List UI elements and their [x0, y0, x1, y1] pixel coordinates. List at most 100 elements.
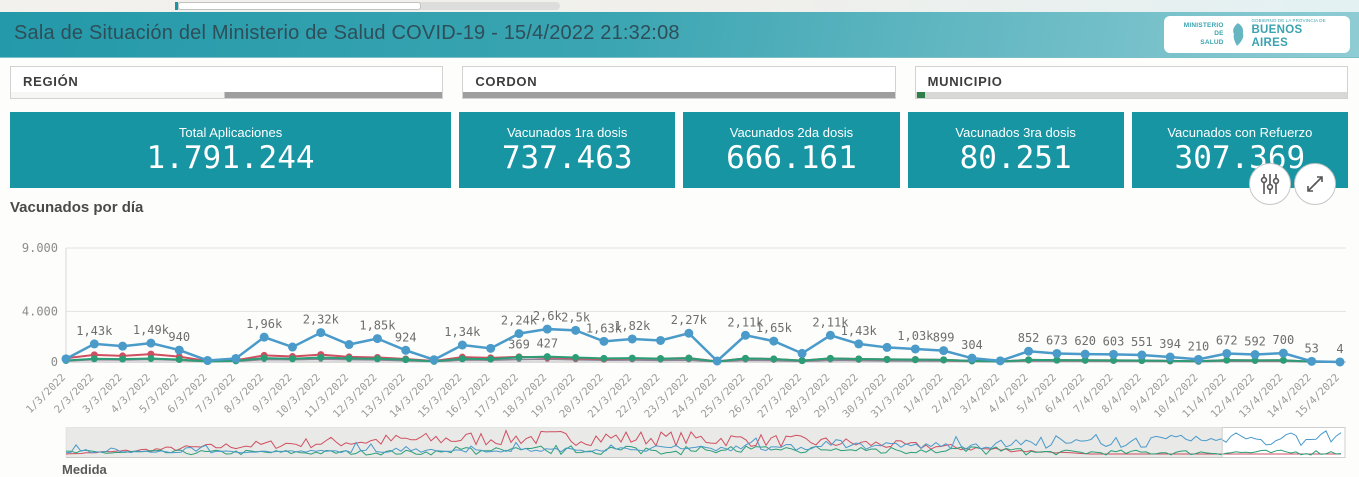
- fullscreen-button[interactable]: [1294, 163, 1336, 205]
- data-point-green[interactable]: [1025, 356, 1033, 364]
- data-point-green[interactable]: [1279, 356, 1287, 364]
- data-point-blue[interactable]: [231, 353, 241, 363]
- data-point-green[interactable]: [147, 354, 155, 362]
- data-point-green[interactable]: [1223, 356, 1231, 364]
- filter-municipio-scrollbar[interactable]: [915, 92, 1347, 98]
- data-point-green[interactable]: [770, 355, 778, 363]
- data-point-green[interactable]: [685, 354, 693, 362]
- vacunados-line-chart[interactable]: 9.0004.00001/3/20222/3/20223/3/20224/3/2…: [0, 238, 1359, 427]
- data-point-blue[interactable]: [61, 354, 71, 364]
- data-point-green[interactable]: [600, 354, 608, 362]
- series-line-green[interactable]: [65, 355, 1341, 363]
- top-scrollbar-thumb[interactable]: [178, 2, 421, 10]
- data-point-blue[interactable]: [203, 355, 213, 365]
- data-point-blue[interactable]: [89, 339, 99, 349]
- data-point-blue[interactable]: [1250, 350, 1260, 360]
- data-point-blue[interactable]: [939, 346, 949, 356]
- data-point-green[interactable]: [855, 355, 863, 363]
- page-title: Sala de Situación del Ministerio de Salu…: [14, 22, 680, 44]
- data-point-blue[interactable]: [1307, 356, 1317, 366]
- data-point-blue[interactable]: [599, 336, 609, 346]
- data-point-blue[interactable]: [118, 341, 128, 351]
- buenos-aires-logo-icon: [1232, 22, 1244, 46]
- data-point-blue[interactable]: [146, 338, 156, 348]
- data-point-green[interactable]: [487, 355, 495, 363]
- data-point-blue[interactable]: [967, 353, 977, 363]
- data-point-green[interactable]: [1053, 356, 1061, 364]
- data-point-blue[interactable]: [316, 328, 326, 338]
- data-point-green[interactable]: [1081, 356, 1089, 364]
- data-point-green[interactable]: [572, 353, 580, 361]
- data-point-blue[interactable]: [1109, 349, 1119, 359]
- data-point-blue[interactable]: [797, 348, 807, 358]
- data-point-blue[interactable]: [372, 334, 382, 344]
- data-point-blue[interactable]: [684, 328, 694, 338]
- data-point-green[interactable]: [741, 354, 749, 362]
- data-point-green[interactable]: [175, 355, 183, 363]
- data-point-blue[interactable]: [1052, 348, 1062, 358]
- filter-municipio[interactable]: MUNICIPIO: [914, 66, 1348, 99]
- data-point-blue[interactable]: [854, 339, 864, 349]
- data-point-blue[interactable]: [1024, 346, 1034, 356]
- data-point-green[interactable]: [317, 353, 325, 361]
- data-point-blue[interactable]: [627, 334, 637, 344]
- data-point-green[interactable]: [911, 356, 919, 364]
- filter-cordon-scrollbar[interactable]: [463, 92, 895, 98]
- top-scrollbar-track[interactable]: [175, 2, 560, 10]
- data-point-blue[interactable]: [1222, 348, 1232, 358]
- data-point-blue[interactable]: [457, 340, 467, 350]
- data-point-blue[interactable]: [1193, 354, 1203, 364]
- data-point-blue[interactable]: [1165, 352, 1175, 362]
- navigator-selection-border[interactable]: [1221, 427, 1346, 458]
- data-point-blue[interactable]: [259, 332, 269, 342]
- data-point-blue[interactable]: [542, 324, 552, 334]
- data-point-blue[interactable]: [514, 329, 524, 339]
- data-point-blue[interactable]: [740, 330, 750, 340]
- data-point-green[interactable]: [90, 355, 98, 363]
- filter-region-scrollbar[interactable]: [11, 92, 443, 98]
- filter-region[interactable]: REGIÓN: [10, 66, 444, 99]
- data-point-green[interactable]: [628, 354, 636, 362]
- data-point-blue[interactable]: [656, 335, 666, 345]
- data-point-green[interactable]: [402, 356, 410, 364]
- data-point-blue[interactable]: [287, 342, 297, 352]
- data-point-blue[interactable]: [486, 343, 496, 353]
- data-point-blue[interactable]: [1080, 349, 1090, 359]
- filters-button[interactable]: [1249, 163, 1291, 205]
- data-point-blue[interactable]: [825, 330, 835, 340]
- filter-cordon[interactable]: CORDON: [462, 66, 896, 99]
- data-point-blue[interactable]: [712, 356, 722, 366]
- filter-municipio-label: MUNICIPIO: [927, 74, 1003, 89]
- data-point-green[interactable]: [288, 355, 296, 363]
- data-point-green[interactable]: [373, 355, 381, 363]
- data-point-blue[interactable]: [1335, 357, 1345, 367]
- data-point-green[interactable]: [883, 355, 891, 363]
- data-point-green[interactable]: [657, 355, 665, 363]
- data-point-green[interactable]: [515, 353, 523, 361]
- series-line-blue[interactable]: [65, 327, 1341, 364]
- data-point-green[interactable]: [798, 357, 806, 365]
- data-label: 1,65k: [756, 321, 793, 335]
- data-point-blue[interactable]: [401, 345, 411, 355]
- data-point-blue[interactable]: [995, 356, 1005, 366]
- data-point-blue[interactable]: [571, 325, 581, 335]
- data-point-blue[interactable]: [1278, 348, 1288, 358]
- data-point-blue[interactable]: [882, 342, 892, 352]
- data-point-green[interactable]: [1110, 356, 1118, 364]
- data-point-blue[interactable]: [174, 345, 184, 355]
- data-point-green[interactable]: [260, 354, 268, 362]
- data-point-blue[interactable]: [910, 344, 920, 354]
- data-point-green[interactable]: [458, 355, 466, 363]
- chart-navigator[interactable]: [0, 427, 1359, 463]
- data-point-blue[interactable]: [1137, 350, 1147, 360]
- data-point-green[interactable]: [826, 354, 834, 362]
- data-point-green[interactable]: [119, 355, 127, 363]
- data-point-blue[interactable]: [769, 336, 779, 346]
- data-point-blue[interactable]: [344, 340, 354, 350]
- data-point-green[interactable]: [543, 353, 551, 361]
- data-point-green[interactable]: [940, 356, 948, 364]
- kpi-label: Vacunados con Refuerzo: [1167, 124, 1313, 140]
- data-point-green[interactable]: [345, 354, 353, 362]
- data-point-blue[interactable]: [429, 355, 439, 365]
- data-label: 2,32k: [303, 313, 340, 327]
